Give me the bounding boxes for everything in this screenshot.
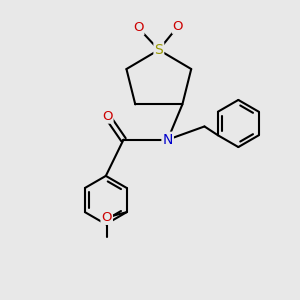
Text: O: O xyxy=(133,21,143,34)
Text: O: O xyxy=(173,20,183,33)
Text: N: N xyxy=(163,133,173,147)
Text: O: O xyxy=(102,110,112,123)
Text: S: S xyxy=(154,43,163,57)
Text: O: O xyxy=(101,211,112,224)
